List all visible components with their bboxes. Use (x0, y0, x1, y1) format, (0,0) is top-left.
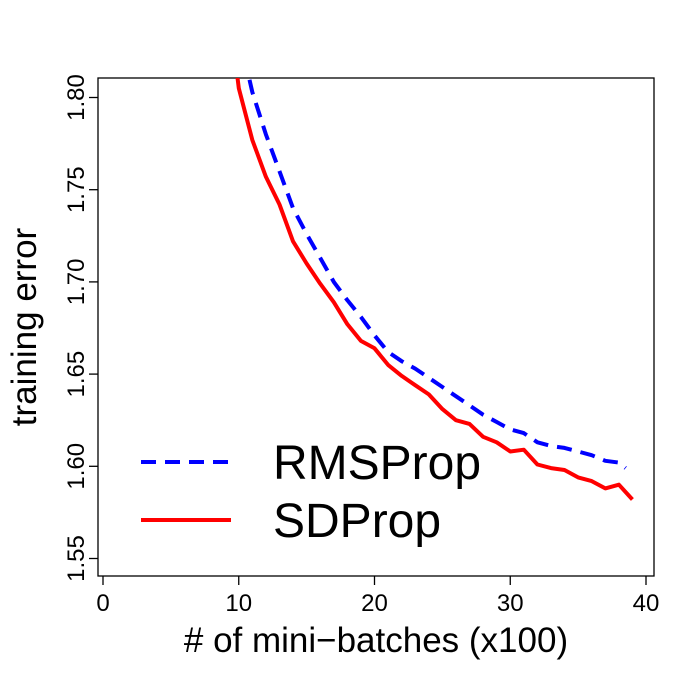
legend-label-sdprop: SDProp (273, 495, 441, 548)
y-axis-title: training error (5, 227, 44, 426)
y-tick-label: 1.75 (63, 166, 90, 213)
y-tick-label: 1.55 (63, 535, 90, 582)
y-tick-label: 1.70 (63, 259, 90, 306)
x-axis-title: # of mini−batches (x100) (184, 621, 568, 660)
y-tick-label: 1.60 (63, 443, 90, 490)
plot-frame (97, 77, 655, 577)
legend-label-rmsprop: RMSProp (273, 437, 481, 490)
y-tick-label: 1.80 (63, 74, 90, 121)
series-line-rmsprop (247, 78, 627, 470)
x-tick-label: 20 (361, 590, 388, 617)
x-tick-label: 40 (633, 590, 660, 617)
x-tick-label: 10 (225, 590, 252, 617)
series-layer (235, 78, 634, 501)
x-axis: 0 10 20 30 40 (96, 576, 659, 617)
y-tick-label: 1.65 (63, 351, 90, 398)
y-axis: 1.55 1.60 1.65 1.70 1.75 1.80 (63, 74, 98, 582)
series-line-sdprop (235, 78, 634, 501)
x-tick-label: 30 (497, 590, 524, 617)
x-tick-label: 0 (96, 590, 109, 617)
